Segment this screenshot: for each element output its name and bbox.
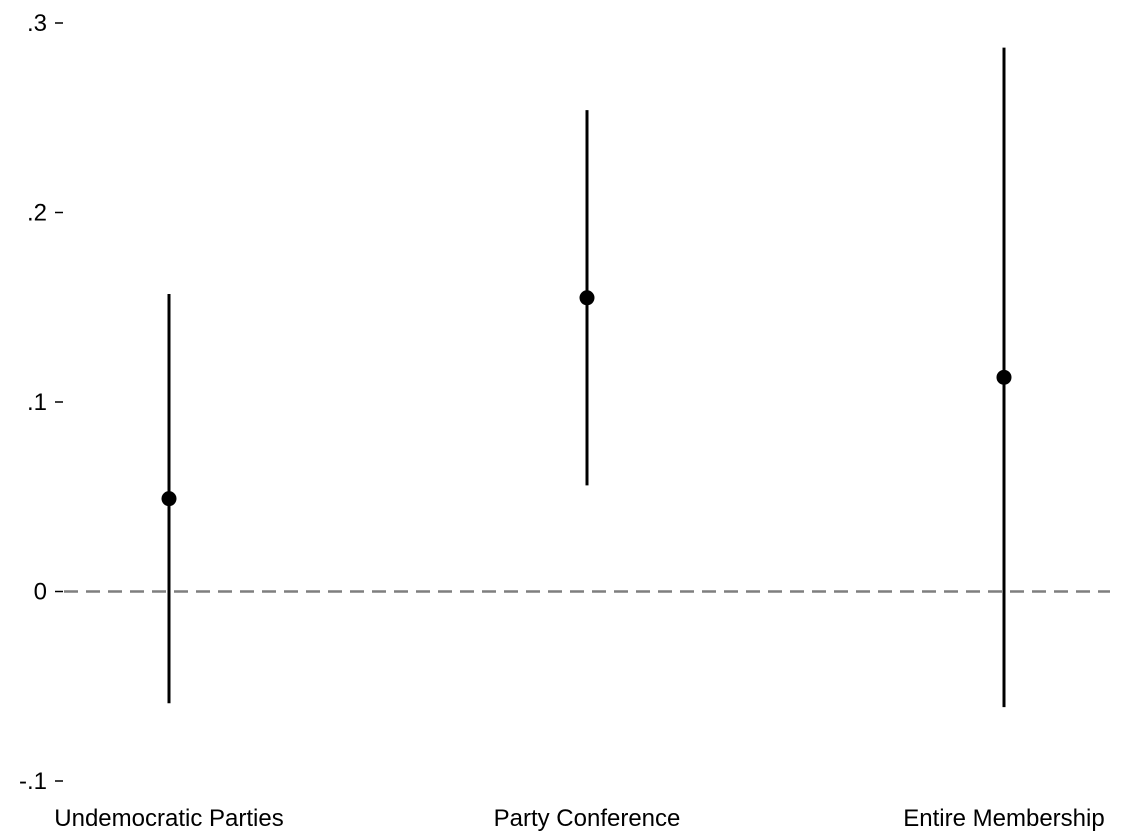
x-category-label: Party Conference: [494, 805, 681, 832]
x-category-label: Entire Membership: [903, 805, 1104, 832]
y-tick-label: -.1: [19, 768, 47, 795]
y-tick-label: 0: [34, 579, 47, 606]
confidence-intervals: [167, 47, 1006, 708]
point-estimate-marker: [996, 369, 1012, 385]
y-axis: -.1 0 .1 .2 .3: [19, 10, 63, 795]
y-tick-label: .3: [27, 10, 47, 37]
x-category-label: Undemocratic Parties: [54, 805, 283, 832]
point-estimate-marker: [161, 491, 177, 507]
point-estimate-marker: [579, 290, 595, 306]
y-tick-label: .2: [27, 200, 47, 227]
x-axis: Undemocratic Parties Party Conference Enti…: [54, 805, 1104, 832]
y-tick-label: .1: [27, 389, 47, 416]
point-estimates: [161, 290, 1012, 507]
